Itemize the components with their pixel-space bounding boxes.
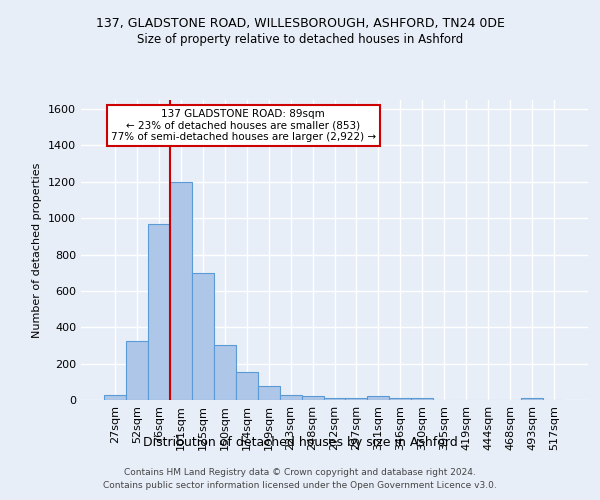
Text: Size of property relative to detached houses in Ashford: Size of property relative to detached ho…	[137, 32, 463, 46]
Bar	[214, 344, 236, 400]
Text: Contains public sector information licensed under the Open Government Licence v3: Contains public sector information licen…	[103, 480, 497, 490]
Text: 137 GLADSTONE ROAD: 89sqm
← 23% of detached houses are smaller (853)
77% of semi: 137 GLADSTONE ROAD: 89sqm ← 23% of detac…	[110, 109, 376, 142]
Text: Distribution of detached houses by size in Ashford: Distribution of detached houses by size …	[143, 436, 457, 449]
Bar	[389, 398, 412, 400]
Bar	[192, 272, 214, 400]
Bar	[126, 341, 148, 400]
Bar	[257, 386, 280, 400]
Text: 137, GLADSTONE ROAD, WILLESBOROUGH, ASHFORD, TN24 0DE: 137, GLADSTONE ROAD, WILLESBOROUGH, ASHF…	[95, 18, 505, 30]
Bar	[521, 398, 543, 400]
Bar	[367, 396, 389, 400]
Bar	[302, 396, 323, 400]
Bar	[236, 372, 257, 400]
Bar	[104, 396, 126, 400]
Bar	[346, 398, 367, 400]
Text: Contains HM Land Registry data © Crown copyright and database right 2024.: Contains HM Land Registry data © Crown c…	[124, 468, 476, 477]
Y-axis label: Number of detached properties: Number of detached properties	[32, 162, 43, 338]
Bar	[323, 398, 346, 400]
Bar	[412, 398, 433, 400]
Bar	[148, 224, 170, 400]
Bar	[170, 182, 192, 400]
Bar	[280, 394, 302, 400]
